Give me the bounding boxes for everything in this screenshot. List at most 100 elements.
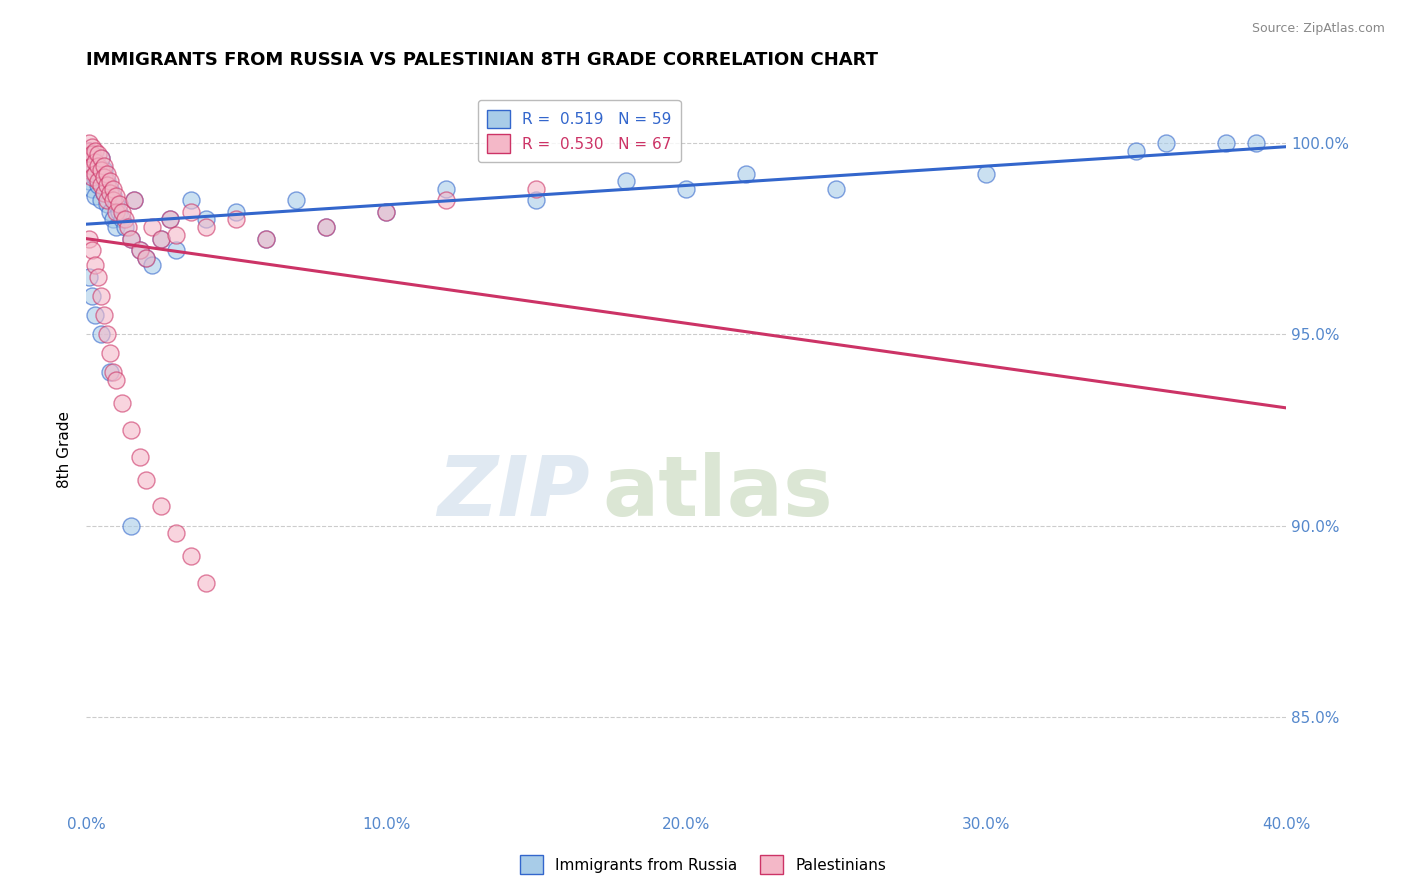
Point bbox=[114, 220, 136, 235]
Point bbox=[165, 227, 187, 242]
Point bbox=[254, 231, 277, 245]
Point bbox=[195, 212, 218, 227]
Point bbox=[105, 373, 128, 387]
Point bbox=[98, 186, 121, 200]
Point bbox=[524, 182, 547, 196]
Point bbox=[254, 231, 277, 245]
Point bbox=[93, 186, 115, 200]
Point bbox=[77, 144, 100, 158]
Point bbox=[96, 327, 118, 342]
Point bbox=[675, 182, 697, 196]
Point bbox=[84, 308, 107, 322]
Point bbox=[1244, 136, 1267, 150]
Point bbox=[87, 147, 110, 161]
Legend: Immigrants from Russia, Palestinians: Immigrants from Russia, Palestinians bbox=[513, 849, 893, 880]
Point bbox=[135, 251, 157, 265]
Point bbox=[120, 231, 142, 245]
Point bbox=[195, 576, 218, 591]
Point bbox=[315, 220, 337, 235]
Point bbox=[101, 189, 124, 203]
Point bbox=[93, 308, 115, 322]
Point bbox=[96, 194, 118, 208]
Point bbox=[93, 186, 115, 200]
Point bbox=[96, 197, 118, 211]
Point bbox=[165, 243, 187, 257]
Text: Source: ZipAtlas.com: Source: ZipAtlas.com bbox=[1251, 22, 1385, 36]
Point bbox=[98, 182, 121, 196]
Point bbox=[111, 212, 134, 227]
Point bbox=[87, 269, 110, 284]
Point bbox=[80, 182, 103, 196]
Point bbox=[101, 212, 124, 227]
Point bbox=[434, 194, 457, 208]
Point bbox=[225, 212, 247, 227]
Point bbox=[87, 178, 110, 192]
Point bbox=[165, 526, 187, 541]
Point bbox=[90, 162, 112, 177]
Point bbox=[101, 366, 124, 380]
Point bbox=[735, 167, 758, 181]
Point bbox=[108, 204, 131, 219]
Point bbox=[90, 327, 112, 342]
Point bbox=[1125, 144, 1147, 158]
Point bbox=[84, 167, 107, 181]
Point bbox=[141, 220, 163, 235]
Point bbox=[225, 204, 247, 219]
Point bbox=[105, 189, 128, 203]
Point bbox=[315, 220, 337, 235]
Point bbox=[101, 182, 124, 196]
Text: IMMIGRANTS FROM RUSSIA VS PALESTINIAN 8TH GRADE CORRELATION CHART: IMMIGRANTS FROM RUSSIA VS PALESTINIAN 8T… bbox=[86, 51, 879, 69]
Point bbox=[129, 243, 152, 257]
Point bbox=[93, 170, 115, 185]
Point bbox=[195, 220, 218, 235]
Point bbox=[87, 162, 110, 177]
Point bbox=[93, 162, 115, 177]
Point bbox=[90, 178, 112, 192]
Point bbox=[285, 194, 308, 208]
Point bbox=[77, 144, 100, 158]
Point bbox=[1154, 136, 1177, 150]
Legend: R =  0.519   N = 59, R =  0.530   N = 67: R = 0.519 N = 59, R = 0.530 N = 67 bbox=[478, 101, 681, 162]
Point bbox=[150, 231, 173, 245]
Point bbox=[180, 204, 202, 219]
Point bbox=[159, 212, 181, 227]
Point bbox=[108, 197, 131, 211]
Point bbox=[87, 174, 110, 188]
Point bbox=[825, 182, 848, 196]
Point bbox=[180, 549, 202, 564]
Point bbox=[77, 231, 100, 245]
Point bbox=[84, 155, 107, 169]
Point bbox=[135, 251, 157, 265]
Point bbox=[111, 396, 134, 410]
Point bbox=[77, 151, 100, 165]
Point bbox=[98, 366, 121, 380]
Point bbox=[141, 258, 163, 272]
Point bbox=[80, 140, 103, 154]
Point bbox=[93, 159, 115, 173]
Point bbox=[150, 231, 173, 245]
Point bbox=[105, 220, 128, 235]
Point bbox=[96, 174, 118, 188]
Point bbox=[120, 423, 142, 437]
Point bbox=[120, 231, 142, 245]
Point bbox=[111, 204, 134, 219]
Y-axis label: 8th Grade: 8th Grade bbox=[58, 410, 72, 488]
Point bbox=[180, 194, 202, 208]
Text: atlas: atlas bbox=[602, 452, 832, 533]
Point bbox=[98, 204, 121, 219]
Point bbox=[77, 269, 100, 284]
Point bbox=[90, 151, 112, 165]
Point bbox=[375, 204, 398, 219]
Point bbox=[80, 289, 103, 303]
Point bbox=[77, 162, 100, 177]
Point bbox=[84, 170, 107, 185]
Point bbox=[117, 220, 139, 235]
Point bbox=[122, 194, 145, 208]
Point bbox=[614, 174, 637, 188]
Point bbox=[90, 151, 112, 165]
Point bbox=[105, 197, 128, 211]
Point bbox=[375, 204, 398, 219]
Point bbox=[84, 144, 107, 158]
Point bbox=[87, 159, 110, 173]
Point bbox=[135, 473, 157, 487]
